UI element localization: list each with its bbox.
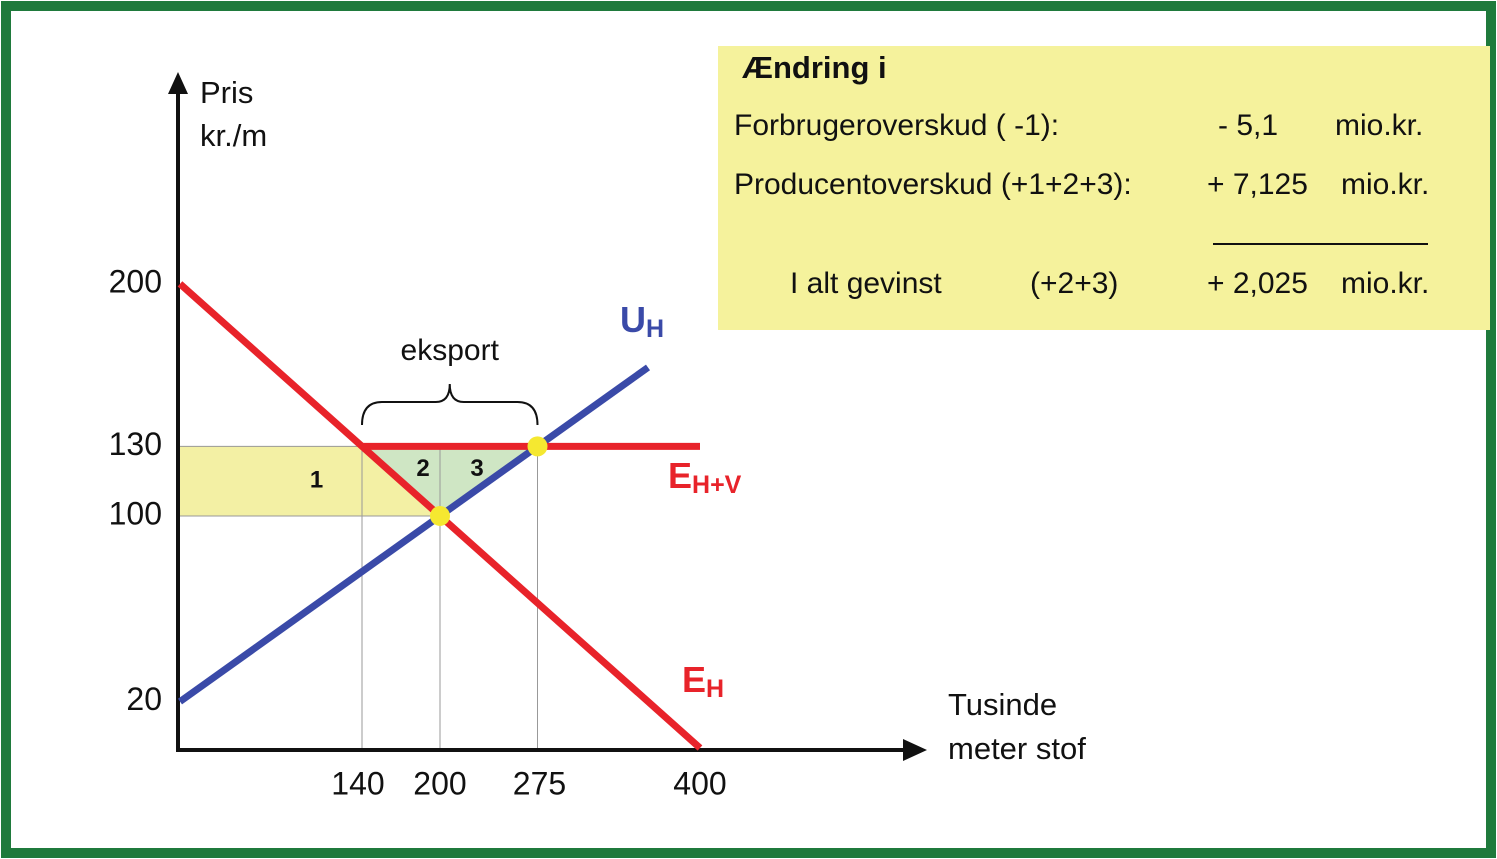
point [430, 505, 450, 526]
box-cell: mio.kr. [1335, 109, 1423, 142]
series-label: EH+V [668, 455, 742, 499]
series-label: EH [682, 659, 724, 703]
box-cell: Producentoverskud (+1+2+3): [734, 168, 1132, 201]
y-tick-label: 20 [126, 681, 162, 717]
box-cell: mio.kr. [1341, 267, 1429, 300]
area-label: 1 [310, 466, 323, 493]
box-title: Ændring i [742, 50, 887, 85]
series-sub: H+V [692, 471, 742, 499]
area-1 [180, 446, 440, 516]
box-cell: + 2,025 [1207, 267, 1308, 300]
x-tick-label: 140 [331, 765, 384, 801]
x-tick-label: 400 [673, 765, 726, 801]
y-axis-label: Pris [200, 75, 253, 110]
series-label: UH [620, 299, 664, 343]
x-tick-label: 200 [413, 765, 466, 801]
area-label: 2 [416, 455, 429, 482]
series-name: U [620, 299, 646, 340]
box-cell: I alt gevinst [790, 267, 942, 300]
y-axis-arrow [168, 72, 188, 94]
bracket [361, 383, 539, 426]
box-cell: + 7,125 [1207, 168, 1308, 201]
box-cell: Forbrugeroverskud ( -1): [734, 109, 1059, 142]
y-tick-label: 130 [109, 426, 162, 462]
x-tick-label: 275 [513, 765, 566, 801]
x-axis-arrow [903, 739, 927, 761]
point [527, 436, 548, 457]
series-line [177, 364, 651, 705]
change-box [718, 46, 1490, 330]
x-axis-label: meter stof [948, 731, 1086, 766]
box-cell: (+2+3) [1030, 267, 1118, 300]
x-axis-label: Tusinde [948, 687, 1057, 722]
series-name: E [682, 659, 706, 700]
y-axis-label: kr./m [200, 118, 267, 153]
bracket-label: eksport [401, 334, 500, 367]
box-cell: - 5,1 [1218, 109, 1278, 142]
series-sub: H [646, 315, 664, 343]
box-cell: mio.kr. [1341, 168, 1429, 201]
y-tick-label: 100 [109, 495, 162, 531]
series-name: E [668, 455, 692, 496]
area-label: 3 [470, 455, 483, 482]
y-tick-label: 200 [109, 263, 162, 299]
series-sub: H [706, 675, 724, 703]
